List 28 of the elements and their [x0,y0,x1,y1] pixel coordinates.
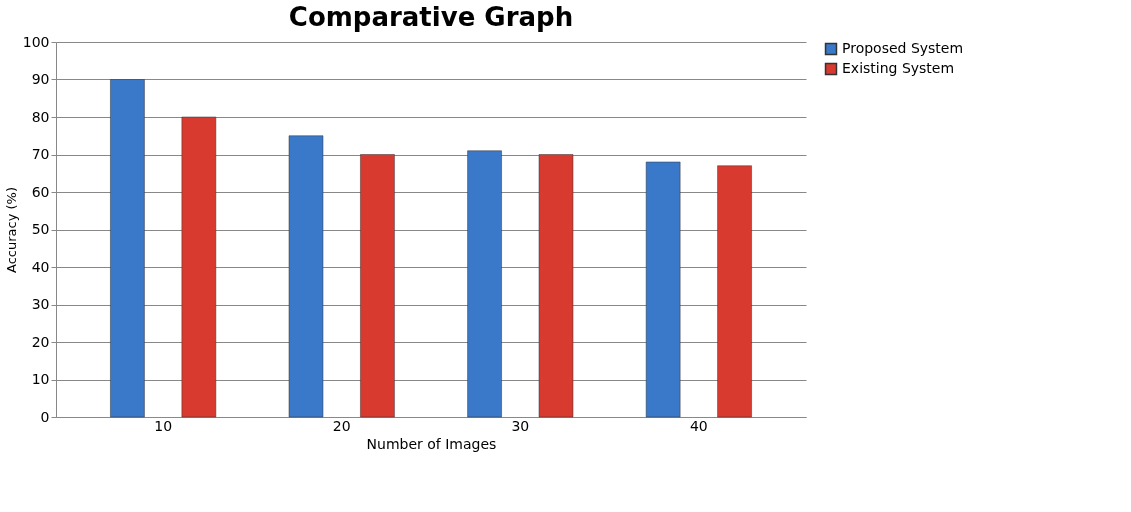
chart-title: Comparative Graph [288,2,574,32]
y-axis-title: Accuracy (%) [3,187,19,273]
y-tick-label: 40 [31,258,50,275]
bar [538,154,574,418]
bar [181,116,217,418]
bar [288,135,324,418]
bar [717,165,752,418]
y-tick-label: 100 [22,33,50,50]
y-tick-label: 70 [31,146,50,162]
x-tick-label: 30 [511,417,530,434]
x-tick-label: 40 [689,417,708,434]
bar [645,161,681,418]
y-tick-label: 20 [31,333,50,350]
bar [360,154,395,418]
y-tick-label: 0 [40,408,50,425]
x-tick-label: 20 [332,417,351,434]
y-tick-label: 60 [31,183,50,200]
bar [467,150,502,418]
x-tick-label: 10 [154,417,173,434]
bar [110,79,145,418]
legend-label: Proposed System [842,40,964,56]
legend-label: Existing System [842,60,955,76]
y-tick-label: 80 [31,108,50,125]
y-tick-label: 10 [31,371,50,387]
y-tick-label: 90 [31,71,50,87]
x-axis-title: Number of Images [366,435,497,452]
y-tick-label: 30 [31,296,50,312]
y-tick-label: 50 [31,221,50,237]
